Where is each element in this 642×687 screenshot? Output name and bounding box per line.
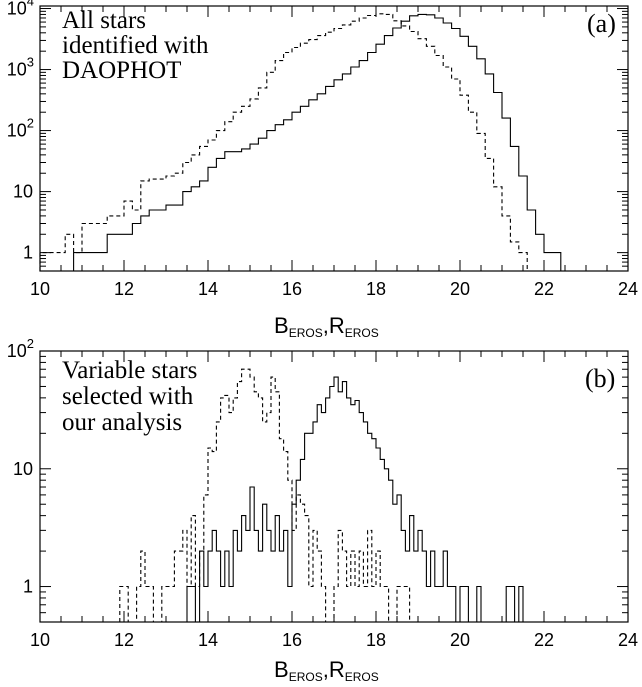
panel-b-xlabel-r: R — [329, 657, 345, 682]
series-a-dashed-line — [39, 13, 544, 272]
series-b-dashed-line — [119, 368, 411, 623]
panel-b-series — [119, 368, 524, 623]
panel-b-annotation-line-2: selected with — [62, 383, 194, 410]
y-tick-label-base: 10 — [7, 341, 27, 361]
panel-b-xlabel-b: B — [274, 657, 289, 682]
panel-a-xlabel-sep: , — [323, 313, 329, 338]
y-tick-label-base: 10 — [7, 0, 27, 19]
series-a-solid-line — [40, 13, 570, 272]
panel-a-xlabel-b-sub: EROS — [289, 326, 323, 340]
x-tick-label: 10 — [30, 630, 50, 650]
panel-b-x-axis-label: BEROS,REROS — [274, 657, 379, 684]
panel-b-annotation-line-3: our analysis — [62, 409, 182, 436]
x-tick-label: 14 — [198, 630, 218, 650]
panel-a-x-tick-labels: 10 12 14 16 18 20 22 24 — [30, 279, 638, 299]
panel-a-annotation-line-2: identified with — [62, 32, 209, 59]
x-tick-label: 10 — [30, 279, 50, 299]
panel-a-xlabel-r-sub: EROS — [345, 326, 379, 340]
panel-b-xlabel-b-sub: EROS — [289, 670, 323, 684]
panel-a-axis-ticks — [39, 6, 629, 272]
panel-a-xlabel-b: B — [274, 313, 289, 338]
x-tick-label: 14 — [198, 279, 218, 299]
panel-a-series — [39, 13, 570, 272]
y-tick-label-exponent: 2 — [27, 116, 34, 131]
panel-a-annotation-line-1: All stars — [62, 7, 146, 34]
x-tick-label: 12 — [114, 630, 134, 650]
y-tick-label: 103 — [7, 55, 34, 80]
y-tick-label-exponent: 2 — [27, 336, 34, 351]
y-tick-label: 102 — [7, 116, 34, 141]
y-tick-label-base: 10 — [7, 121, 27, 141]
series-b-solid-line — [186, 376, 524, 623]
x-tick-label: 22 — [534, 630, 554, 650]
x-tick-label: 22 — [534, 279, 554, 299]
panel-b-axis-ticks — [39, 350, 629, 623]
y-tick-label: 104 — [7, 0, 34, 19]
panel-b-tag: (b) — [585, 364, 615, 393]
x-tick-label: 24 — [618, 630, 638, 650]
panel-a-x-axis-label: BEROS,REROS — [274, 313, 379, 340]
panel-a-annotation-line-3: DAOPHOT — [62, 57, 181, 84]
y-tick-label-exponent: 4 — [27, 0, 34, 9]
x-tick-label: 18 — [366, 279, 386, 299]
x-tick-label: 16 — [282, 630, 302, 650]
x-tick-label: 18 — [366, 630, 386, 650]
panel-b-xlabel-sep: , — [323, 657, 329, 682]
x-tick-label: 16 — [282, 279, 302, 299]
y-tick-label: 102 — [7, 336, 34, 361]
y-tick-label: 1 — [23, 243, 33, 263]
y-tick-label-exponent: 3 — [27, 55, 34, 70]
x-tick-label: 20 — [450, 279, 470, 299]
panel-b-annotation-line-1: Variable stars — [62, 357, 197, 384]
panel-a-tag: (a) — [587, 9, 616, 38]
panel-b-x-tick-labels: 10 12 14 16 18 20 22 24 — [30, 630, 638, 650]
panel-b-xlabel-r-sub: EROS — [345, 670, 379, 684]
y-tick-label: 1 — [23, 577, 33, 597]
y-tick-label: 10 — [13, 182, 33, 202]
y-tick-label-base: 10 — [7, 60, 27, 80]
y-tick-label: 10 — [13, 459, 33, 479]
panel-a-xlabel-r: R — [329, 313, 345, 338]
x-tick-label: 20 — [450, 630, 470, 650]
x-tick-label: 24 — [618, 279, 638, 299]
x-tick-label: 12 — [114, 279, 134, 299]
